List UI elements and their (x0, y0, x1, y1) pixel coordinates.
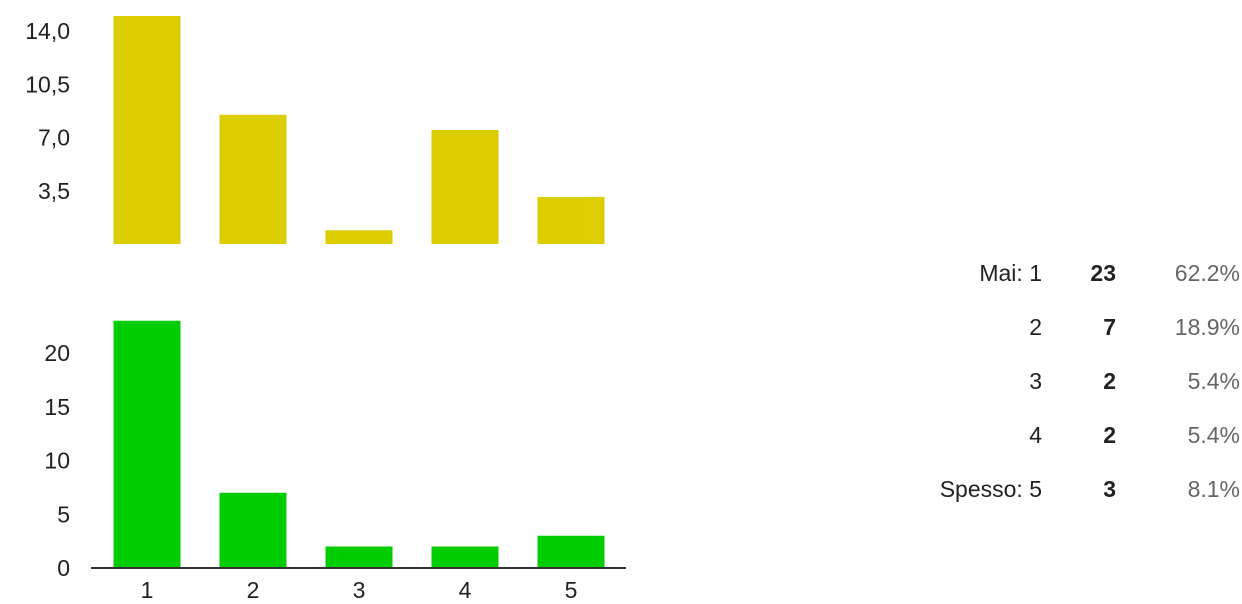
summary-percent: 62.2% (1174, 259, 1240, 286)
bar-1 (113, 320, 181, 568)
summary-label: Mai: 1 (979, 259, 1042, 286)
bar-4 (431, 546, 499, 568)
y-tick-label: 10 (44, 448, 70, 474)
bar-2 (219, 114, 287, 244)
summary-row: 2 7 18.9% (880, 300, 1240, 354)
bottom-bar-chart: 0 5 10 15 20 1 2 3 4 5 (44, 320, 626, 603)
y-tick-label: 3,5 (38, 178, 70, 204)
bar-2 (219, 492, 287, 568)
y-tick-label: 0 (57, 555, 70, 581)
top-bar-chart: 3,5 7,0 10,5 14,0 (25, 16, 605, 244)
y-tick-label: 5 (57, 501, 70, 527)
x-tick-label: 1 (141, 577, 154, 603)
y-tick-label: 15 (44, 394, 70, 420)
summary-count: 23 (1090, 259, 1116, 286)
x-tick-label: 4 (459, 577, 472, 603)
summary-row: Spesso: 5 3 8.1% (880, 462, 1240, 516)
x-tick-label: 5 (565, 577, 578, 603)
summary-label: 3 (1029, 367, 1042, 394)
y-tick-label: 14,0 (25, 18, 70, 44)
y-tick-label: 20 (44, 340, 70, 366)
summary-percent: 5.4% (1187, 367, 1240, 394)
bar-5 (537, 196, 605, 244)
summary-percent: 8.1% (1187, 475, 1240, 502)
summary-label: Spesso: 5 (939, 475, 1042, 502)
summary-label: 4 (1029, 421, 1042, 448)
summary-row: 3 2 5.4% (880, 354, 1240, 408)
bar-1 (113, 16, 181, 244)
summary-count: 2 (1103, 421, 1116, 448)
summary-row: Mai: 1 23 62.2% (880, 246, 1240, 300)
summary-percent: 18.9% (1174, 313, 1240, 340)
y-tick-label: 7,0 (38, 125, 70, 151)
summary-row: 4 2 5.4% (880, 408, 1240, 462)
summary-percent: 5.4% (1187, 421, 1240, 448)
bar-3 (325, 230, 393, 244)
y-tick-label: 10,5 (25, 71, 70, 97)
bar-4 (431, 130, 499, 244)
bar-3 (325, 546, 393, 568)
x-tick-label: 3 (353, 577, 366, 603)
x-tick-label: 2 (247, 577, 260, 603)
summary-label: 2 (1029, 313, 1042, 340)
summary-count: 3 (1103, 475, 1116, 502)
summary-count: 7 (1103, 313, 1116, 340)
summary-count: 2 (1103, 367, 1116, 394)
summary-table: Mai: 1 23 62.2% 2 7 18.9% 3 2 5.4% 4 2 5… (880, 246, 1240, 516)
bar-5 (537, 535, 605, 568)
